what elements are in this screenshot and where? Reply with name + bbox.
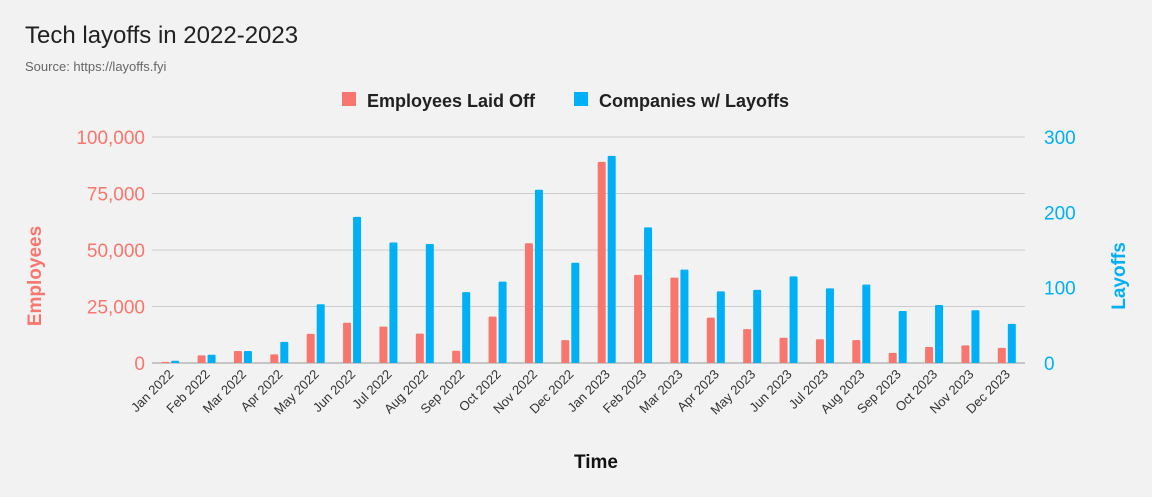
bar-employees [743, 329, 752, 363]
bar-employees [634, 274, 643, 363]
bar-employees [670, 277, 679, 363]
chart-title: Tech layoffs in 2022-2023 [25, 22, 299, 49]
bar-companies [171, 360, 180, 363]
bar-employees [415, 333, 424, 363]
y-right-tick-label: 100 [1044, 279, 1076, 300]
x-axis-title: Time [574, 452, 618, 473]
bar-employees [925, 346, 934, 363]
bar-companies [389, 242, 398, 363]
bar-companies [898, 311, 907, 363]
bar-employees [815, 339, 824, 363]
y-left-tick-label: 75,000 [87, 185, 145, 206]
bar-companies [534, 189, 543, 363]
bar-companies [825, 288, 834, 363]
bar-companies [971, 310, 980, 363]
bar-companies [716, 291, 725, 363]
bar-companies [425, 243, 434, 363]
bar-companies [353, 216, 362, 363]
bar-employees [488, 316, 497, 363]
bar-companies [753, 289, 762, 363]
bar-employees [161, 361, 170, 363]
bar-companies [207, 354, 216, 363]
legend-swatch-companies [574, 92, 588, 106]
y-left-tick-label: 100,000 [76, 128, 145, 149]
bar-employees [997, 347, 1006, 363]
bar-employees [961, 345, 970, 363]
bar-companies [935, 304, 944, 363]
bar-employees [852, 340, 861, 363]
bar-companies [862, 284, 871, 363]
y-axis-right-ticks: 0 100 200 300 [1044, 128, 1076, 375]
bar-employees [561, 340, 570, 363]
bar-companies [571, 262, 580, 363]
bar-companies [316, 304, 325, 363]
bar-companies [462, 292, 471, 363]
legend-label-employees: Employees Laid Off [367, 91, 536, 111]
bar-companies [644, 227, 653, 363]
bar-companies [498, 281, 507, 363]
bar-companies [1007, 323, 1016, 363]
y-right-tick-label: 200 [1044, 203, 1076, 224]
y-left-tick-label: 25,000 [87, 298, 145, 319]
y-axis-left-ticks: 0 25,000 50,000 75,000 100,000 [76, 128, 145, 375]
bar-employees [197, 355, 206, 363]
bar-employees [706, 317, 715, 363]
bar-employees [452, 350, 461, 363]
bar-employees [343, 322, 352, 363]
y-axis-right-title: Layoffs [1109, 242, 1130, 310]
bar-companies [280, 341, 289, 363]
bar-companies [680, 269, 689, 363]
legend-label-companies: Companies w/ Layoffs [599, 91, 789, 111]
y-axis-left-title: Employees [25, 226, 46, 326]
bar-employees [233, 351, 242, 363]
bar-employees [379, 326, 388, 363]
bar-employees [779, 337, 788, 363]
bar-employees [888, 352, 897, 363]
y-left-tick-label: 50,000 [87, 241, 145, 262]
bars [161, 155, 1016, 363]
bar-employees [524, 243, 533, 363]
y-right-tick-label: 300 [1044, 128, 1076, 149]
legend: Employees Laid Off Companies w/ Layoffs [342, 91, 789, 111]
chart-subtitle: Source: https://layoffs.fyi [25, 59, 167, 74]
bar-companies [789, 276, 798, 363]
gridlines [152, 136, 1025, 364]
bar-companies [243, 350, 252, 363]
bar-companies [607, 155, 616, 363]
bar-employees [306, 333, 315, 363]
bar-employees [270, 354, 279, 363]
bar-employees [597, 161, 606, 363]
legend-swatch-employees [342, 92, 356, 106]
y-right-tick-label: 0 [1044, 354, 1055, 375]
y-left-tick-label: 0 [134, 354, 145, 375]
